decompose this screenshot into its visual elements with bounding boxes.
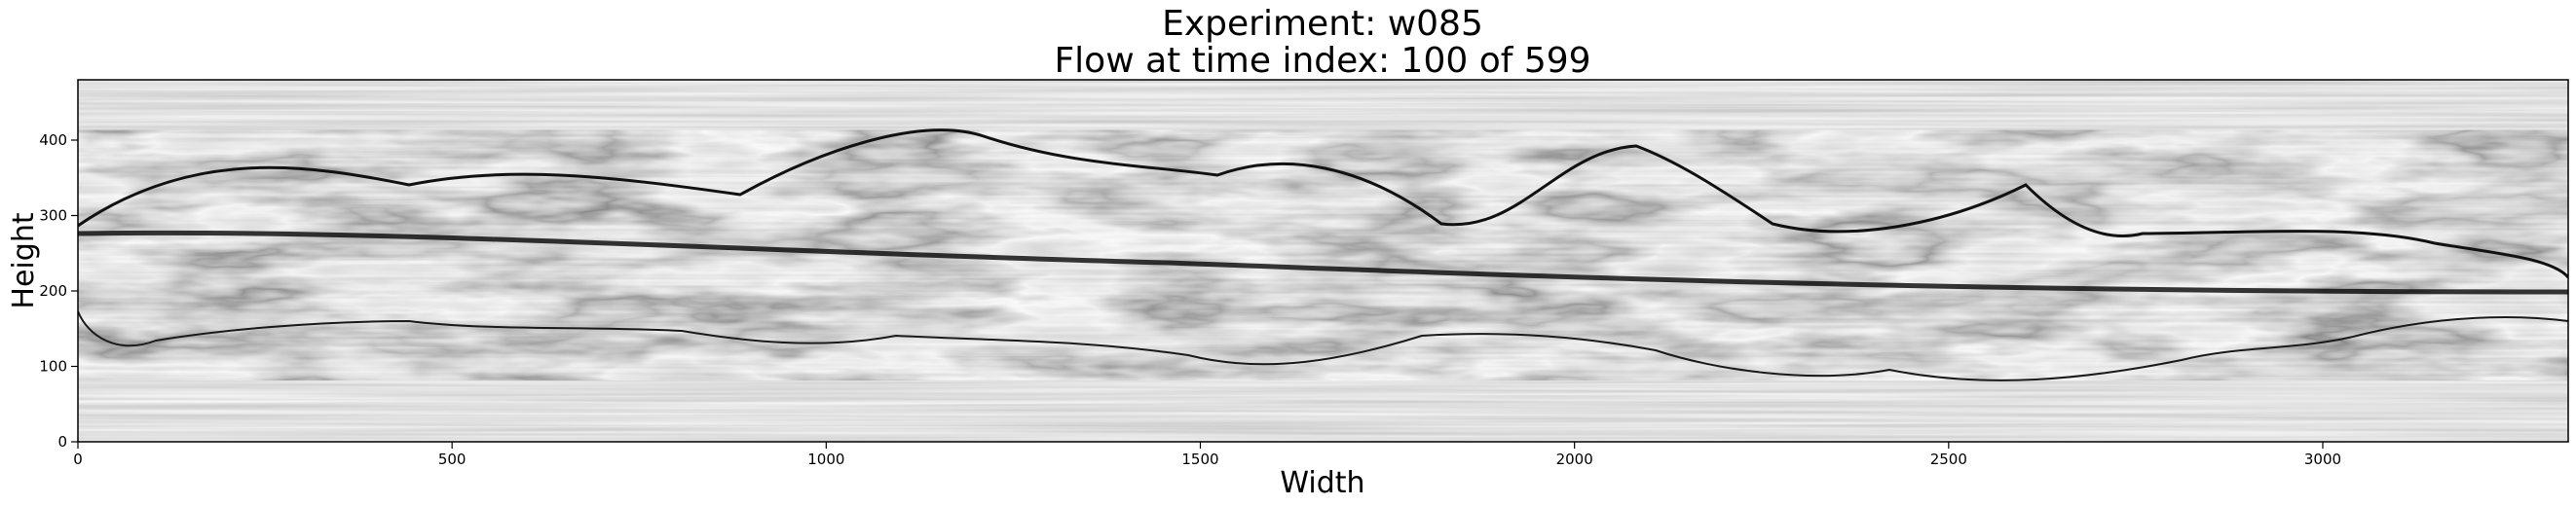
plume-lower-edge xyxy=(78,310,2568,381)
x-tick-label: 0 xyxy=(73,451,83,468)
y-axis: 0 100 200 300 400 xyxy=(39,131,78,451)
title-line-2: Flow at time index: 100 of 599 xyxy=(1054,41,1590,81)
x-tick-label: 3000 xyxy=(2304,451,2341,468)
y-tick-label: 100 xyxy=(39,358,67,376)
plume-upper-edge xyxy=(78,128,2568,279)
x-axis-label: Width xyxy=(1280,466,1364,500)
x-tick-label: 2000 xyxy=(1556,451,1593,468)
x-tick-label: 1500 xyxy=(1181,451,1218,468)
plume-region xyxy=(78,129,2568,380)
y-tick-label: 200 xyxy=(39,282,67,300)
x-axis: 0 500 1000 1500 2000 2500 3000 xyxy=(73,442,2341,468)
x-tick-label: 500 xyxy=(438,451,467,468)
x-tick-label: 2500 xyxy=(1930,451,1967,468)
axes-frame xyxy=(77,79,2569,443)
title-line-1: Experiment: w085 xyxy=(1162,4,1483,44)
shear-layer-line xyxy=(78,230,2568,295)
y-axis-label: Height xyxy=(7,212,41,308)
y-tick-label: 300 xyxy=(39,207,67,225)
flow-image xyxy=(78,80,2568,442)
y-tick-label: 400 xyxy=(39,131,67,149)
x-tick-label: 1000 xyxy=(807,451,844,468)
y-tick-label: 0 xyxy=(57,433,67,451)
